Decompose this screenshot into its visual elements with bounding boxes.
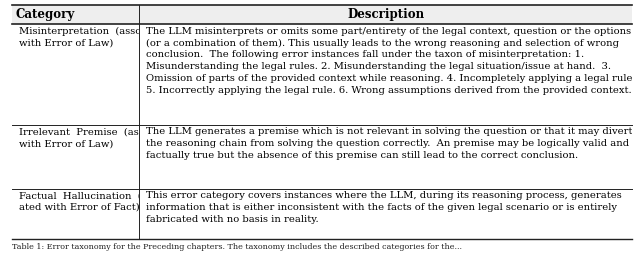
Text: Misinterpretation  (associated
with Error of Law): Misinterpretation (associated with Error… (19, 27, 173, 48)
Text: Category: Category (15, 8, 75, 21)
Text: This error category covers instances where the LLM, during its reasoning process: This error category covers instances whe… (147, 191, 622, 224)
Text: Factual  Hallucination  (associ-
ated with Error of Fact): Factual Hallucination (associ- ated with… (19, 191, 176, 212)
Text: Description: Description (347, 8, 424, 21)
Text: Irrelevant  Premise  (associated
with Error of Law): Irrelevant Premise (associated with Erro… (19, 128, 181, 148)
Text: The LLM misinterprets or omits some part/entirety of the legal context, question: The LLM misinterprets or omits some part… (147, 27, 636, 95)
Text: The LLM generates a premise which is not relevant in solving the question or tha: The LLM generates a premise which is not… (147, 128, 633, 160)
Text: Table 1: Error taxonomy for the Preceding chapters. The taxonomy includes the de: Table 1: Error taxonomy for the Precedin… (12, 243, 461, 251)
